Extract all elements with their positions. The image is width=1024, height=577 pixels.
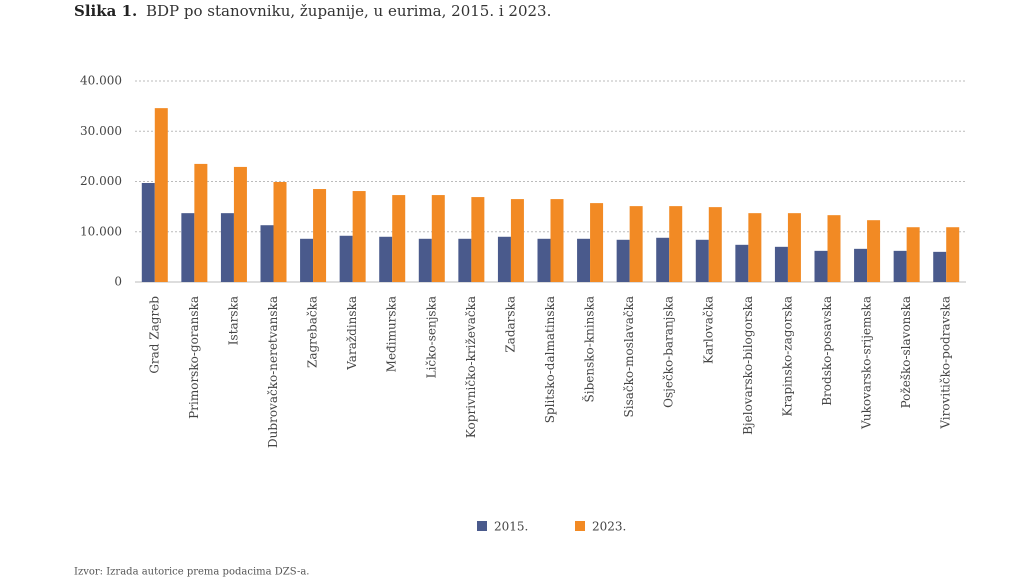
y-tick-label: 30.000	[80, 124, 122, 138]
legend-label: 2023.	[592, 520, 626, 534]
x-tick-label: Međimurska	[385, 296, 399, 372]
bar	[695, 239, 709, 282]
x-tick-label: Sisačko-moslavačka	[622, 296, 636, 417]
figure-label: Slika 1.	[74, 2, 137, 20]
bar	[431, 195, 445, 282]
bar	[510, 199, 524, 282]
x-tick-label: Zagrebačka	[306, 296, 320, 368]
bar	[300, 238, 314, 282]
x-tick-label: Karlovačka	[701, 296, 715, 364]
bar	[629, 206, 643, 282]
bar	[418, 238, 432, 282]
bar	[854, 248, 868, 282]
x-tick-label: Istarska	[226, 296, 240, 345]
bar	[181, 213, 195, 282]
x-tick-label: Splitsko-dalmatinska	[543, 296, 557, 423]
bar	[313, 189, 327, 282]
x-tick-label: Krapinsko-zagorska	[780, 296, 794, 417]
x-tick-label: Zadarska	[503, 296, 517, 353]
bar	[827, 215, 841, 282]
legend-label: 2015.	[494, 520, 528, 534]
bar	[471, 197, 485, 282]
bar	[273, 182, 287, 282]
x-tick-label: Virovitičko-podravska	[939, 296, 953, 430]
bar	[194, 163, 208, 282]
bar	[933, 251, 947, 282]
bar	[708, 207, 722, 282]
bar	[946, 227, 960, 282]
bar	[867, 220, 881, 282]
x-tick-label: Varaždinska	[345, 296, 359, 371]
source-note: Izvor: Izrada autorice prema podacima DZ…	[74, 567, 309, 577]
legend-swatch	[575, 521, 585, 531]
x-tick-label: Požeško-slavonska	[899, 296, 913, 408]
x-tick-label: Osječko-baranjska	[662, 296, 676, 408]
x-tick-label: Ličko-senjska	[424, 296, 438, 378]
x-tick-label: Brodsko-posavska	[820, 296, 834, 406]
bar	[260, 225, 274, 282]
bar	[233, 166, 247, 282]
x-tick-label: Vukovarsko-srijemska	[860, 296, 874, 430]
y-tick-label: 10.000	[80, 224, 122, 238]
bar	[497, 236, 511, 282]
x-tick-label: Bjelovarsko-bilogorska	[741, 296, 755, 435]
bar	[748, 213, 762, 282]
bar	[656, 237, 670, 282]
bar	[577, 238, 591, 282]
y-tick-label: 20.000	[80, 174, 122, 188]
bar	[537, 238, 551, 282]
bar	[458, 238, 472, 282]
x-tick-label: Primorsko-goranska	[187, 296, 201, 419]
chart-title: BDP po stanovniku, županije, u eurima, 2…	[146, 2, 551, 20]
x-tick-label: Dubrovačko-neretvanska	[266, 296, 280, 448]
bar	[154, 108, 168, 282]
y-tick-label: 0	[114, 275, 122, 289]
x-tick-label: Šibensko-kninska	[581, 296, 597, 402]
bar	[893, 250, 907, 282]
x-tick-label: Koprivničko-križevačka	[464, 296, 478, 438]
bar	[669, 206, 683, 282]
bar	[392, 195, 406, 282]
y-tick-label: 40.000	[80, 74, 122, 88]
bar	[616, 239, 630, 282]
bar	[339, 235, 353, 282]
bar	[814, 250, 828, 282]
bar	[906, 227, 920, 282]
bar	[787, 213, 801, 282]
bar	[550, 199, 564, 282]
bar	[590, 203, 604, 282]
bar	[379, 236, 393, 282]
bar	[352, 191, 366, 282]
legend-swatch	[477, 521, 487, 531]
x-tick-label: Grad Zagreb	[147, 296, 161, 374]
bar	[220, 213, 234, 282]
bar	[735, 244, 749, 282]
bar	[774, 246, 788, 282]
bar	[141, 183, 155, 282]
